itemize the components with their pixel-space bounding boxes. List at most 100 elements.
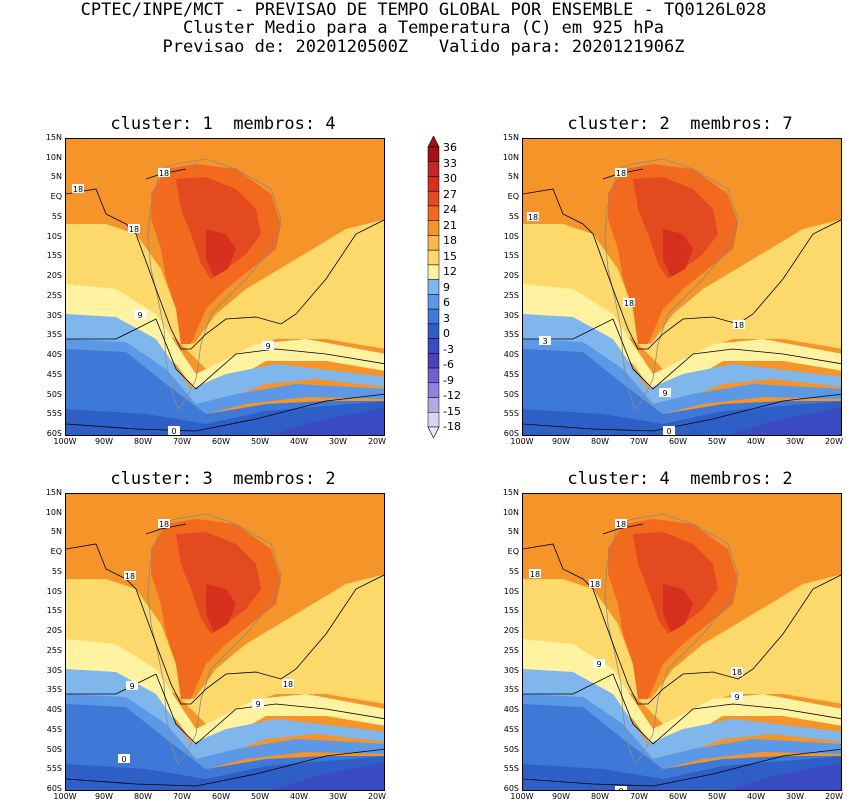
colorbar-label: 6 [443,296,450,309]
longitude-tick-label: 80W [133,792,153,801]
latitude-tick-label: 40S [503,705,519,715]
band-9-12 [523,669,841,759]
contour-label: 0 [118,754,130,764]
colorbar-swatch [427,367,440,384]
contour-label-text: 9 [129,682,134,691]
latitude-tick-label: 55S [503,764,519,774]
contour-label: 9 [252,699,264,709]
panel-title: cluster: 4 membros: 2 [567,469,793,489]
band-6-9 [66,694,384,769]
longitude-tick-label: 100W [510,792,534,801]
latitude-tick-label: 35S [46,330,62,340]
longitude-tick-label: 40W [289,437,309,446]
contour-label: 18 [733,320,745,330]
colorbar-label: 0 [443,327,450,340]
contour-label: 18 [623,298,635,308]
contour-label-text: 18 [616,169,626,178]
longitude-tick-label: 60W [668,792,688,801]
longitude-tick-label: 20W [824,792,844,801]
contour-0 [66,748,384,787]
band-30-33 [663,229,693,277]
colorbar-label: -12 [443,389,461,402]
latitude-tick-label: 40S [46,350,62,360]
latitude-tick-label: 35S [503,330,519,340]
contour-label: 0 [168,426,180,435]
latitude-tick-label: EQ [50,192,62,202]
contour-18-north [602,523,644,535]
longitude-tick-label: 40W [746,792,766,801]
panel-title: cluster: 1 membros: 4 [110,114,336,134]
latitude-tick-label: 15N [45,133,62,142]
contour-label-text: 18 [616,520,626,529]
longitude-tick-label: 50W [250,437,270,446]
latitude-tick-label: 20S [503,626,519,636]
contour-label-text: 18 [73,185,83,194]
band-27-30 [633,532,718,634]
latitude-tick-label: 40S [46,705,62,715]
colorbar-label: 12 [443,265,457,278]
band-21-24 [66,494,384,544]
latitude-tick-label: 5S [51,566,62,576]
contour-label: 9 [593,659,605,669]
band-minus3-0 [272,407,384,435]
colorbar-label: 27 [443,187,457,201]
colorbar-swatch [427,235,440,251]
colorbar-label: 36 [443,141,457,154]
contour-label-text: 18 [125,572,135,581]
colorbar-swatch [427,220,440,236]
latitude-tick-label: 15S [503,606,519,616]
latitude-tick-label: 30S [46,310,62,320]
longitude-tick-label: 40W [289,792,309,801]
band-30-33 [206,584,236,632]
figure-title-line-2: Cluster Medio para a Temperatura (C) em … [182,18,665,38]
latitude-tick-label: 50S [46,389,62,399]
latitude-tick-label: 10N [45,152,62,162]
contour-label: 18 [124,571,136,581]
latitude-tick-label: 55S [503,409,519,419]
band-15-18 [66,219,384,369]
longitude-tick-label: 40W [746,437,766,446]
contour-label: 18 [72,184,84,194]
latitude-tick-label: 10N [502,152,519,162]
latitude-tick-label: 10N [502,507,519,517]
temperature-map: 18 18 18 18 3 9 0 [522,138,842,436]
latitude-tick-label: 15N [45,488,62,497]
colorbar-label: -3 [443,342,454,356]
band-15-18 [523,219,841,369]
colorbar-swatch [427,205,440,221]
latitude-tick-label: 60S [503,784,519,793]
band-9-12 [66,314,384,404]
longitude-tick-label: 80W [590,437,610,446]
latitude-tick-label: 15N [502,133,519,142]
contour-18-north [145,523,187,535]
latitude-tick-label: 45S [503,369,519,379]
contour-label-text: 9 [137,311,142,320]
figure-title-line-3: Previsao de: 2020120500Z Valido para: 20… [162,37,685,57]
contour-label-text: 9 [662,389,667,398]
contour-label-text: 18 [159,169,169,178]
colorbar-swatch [427,161,440,177]
band-minus3-0 [729,407,841,435]
band-21-24 [66,139,384,189]
colorbar-label: 15 [443,249,457,263]
colorbar-swatch [427,190,440,207]
colorbar-swatch [427,397,440,413]
latitude-tick-label: 5N [50,527,62,537]
latitude-tick-label: EQ [507,192,519,202]
contour-label-text: 9 [255,700,260,709]
colorbar-label: -6 [443,358,454,371]
contour-0 [523,748,841,787]
contour-label: 9 [126,681,138,691]
latitude-tick-label: 30S [46,665,62,675]
longitude-tick-label: 70W [172,437,192,446]
band-21-24 [523,494,841,544]
contour-label: 18 [589,579,601,589]
longitude-tick-label: 30W [785,437,805,446]
contour-label: 9 [134,310,146,320]
panel-title: cluster: 2 membros: 7 [567,114,793,134]
longitude-tick-label: 20W [824,437,844,446]
latitude-tick-label: 5N [50,172,62,182]
contour-18 [523,188,841,350]
longitude-tick-label: 60W [211,792,231,801]
latitude-tick-label: 20S [46,626,62,636]
